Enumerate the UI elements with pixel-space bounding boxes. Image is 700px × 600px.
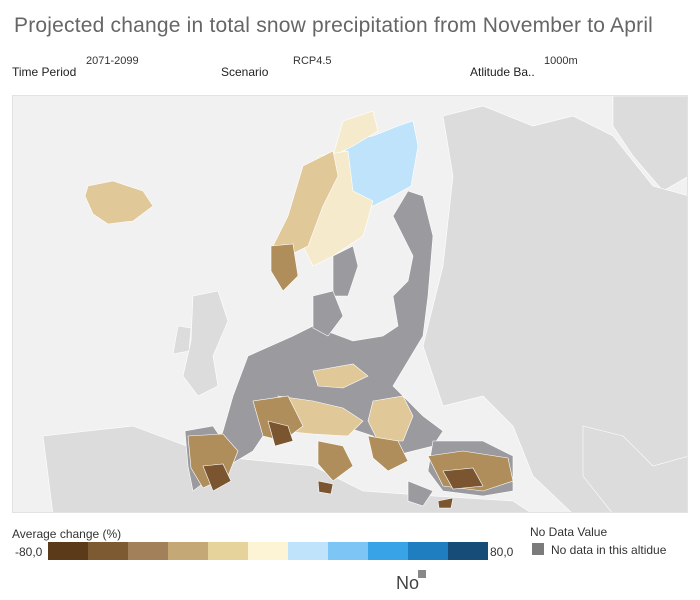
filter-altitude-value[interactable]: 1000m bbox=[544, 55, 578, 67]
europe-map[interactable] bbox=[12, 95, 688, 513]
no-data-swatch bbox=[532, 543, 544, 555]
filter-scenario-value[interactable]: RCP4.5 bbox=[293, 55, 332, 67]
legend-max-label: 80,0 bbox=[490, 545, 514, 559]
ramp-swatch-7 bbox=[328, 542, 368, 560]
filter-scenario-label: Scenario bbox=[221, 65, 269, 79]
severe-decrease-regions bbox=[202, 420, 484, 509]
ramp-swatch-1 bbox=[88, 542, 128, 560]
ramp-swatch-5 bbox=[248, 542, 288, 560]
chart-title: Projected change in total snow precipita… bbox=[14, 14, 654, 37]
no-data-legend-label: No data in this altidue bbox=[551, 543, 667, 557]
footer-no-label: No bbox=[396, 573, 420, 593]
legend-min-label: -80,0 bbox=[15, 545, 43, 559]
ramp-swatch-8 bbox=[368, 542, 408, 560]
color-ramp bbox=[48, 542, 488, 560]
ramp-swatch-0 bbox=[48, 542, 88, 560]
legend-title: Average change (%) bbox=[12, 527, 122, 541]
moderate-decrease-regions bbox=[84, 150, 414, 442]
ramp-swatch-3 bbox=[168, 542, 208, 560]
filter-time-period-label: Time Period bbox=[12, 65, 77, 79]
ramp-swatch-2 bbox=[128, 542, 168, 560]
ramp-swatch-9 bbox=[408, 542, 448, 560]
filter-altitude-label: Atlitude Ba.. bbox=[470, 65, 535, 79]
outside-region-land bbox=[42, 96, 687, 512]
no-data-legend-title: No Data Value bbox=[530, 525, 608, 539]
filter-time-period-value[interactable]: 2071-2099 bbox=[86, 55, 139, 67]
ramp-swatch-10 bbox=[448, 542, 488, 560]
ramp-swatch-6 bbox=[288, 542, 328, 560]
ramp-swatch-4 bbox=[208, 542, 248, 560]
map-canvas bbox=[13, 96, 687, 512]
footer-no-marker bbox=[418, 570, 426, 578]
